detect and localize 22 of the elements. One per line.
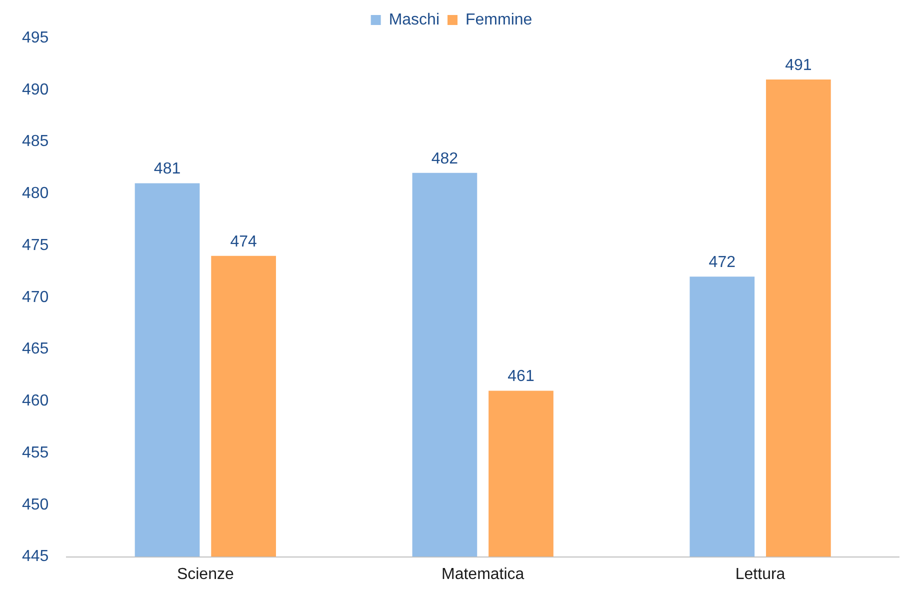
legend-label: Maschi: [388, 11, 440, 28]
data-label: 474: [230, 233, 258, 250]
y-tick-label: 475: [22, 236, 49, 254]
legend-label: Femmine: [466, 11, 532, 28]
y-tick-label: 445: [22, 548, 49, 566]
x-tick-label: Scienze: [176, 566, 234, 583]
data-label: 461: [508, 368, 534, 386]
data-label: 481: [154, 160, 181, 178]
y-tick-label: 495: [22, 29, 49, 46]
y-tick-label: 455: [22, 444, 49, 462]
y-tick-label: 470: [22, 288, 49, 306]
y-tick-label: 480: [22, 185, 49, 202]
data-label: 472: [708, 254, 736, 272]
x-tick-label: Lettura: [735, 566, 786, 583]
data-label: 491: [785, 56, 812, 74]
y-tick-label: 460: [22, 392, 49, 410]
data-label: 482: [431, 150, 458, 168]
x-tick-label: Matematica: [441, 566, 524, 583]
y-tick-label: 485: [22, 133, 49, 150]
y-tick-label: 490: [22, 81, 49, 98]
y-tick-label: 465: [22, 340, 49, 358]
y-tick-label: 450: [22, 496, 49, 514]
